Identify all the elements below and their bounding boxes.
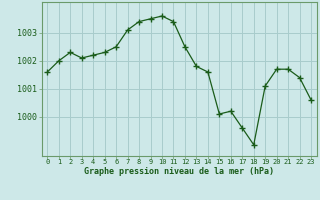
X-axis label: Graphe pression niveau de la mer (hPa): Graphe pression niveau de la mer (hPa) — [84, 167, 274, 176]
